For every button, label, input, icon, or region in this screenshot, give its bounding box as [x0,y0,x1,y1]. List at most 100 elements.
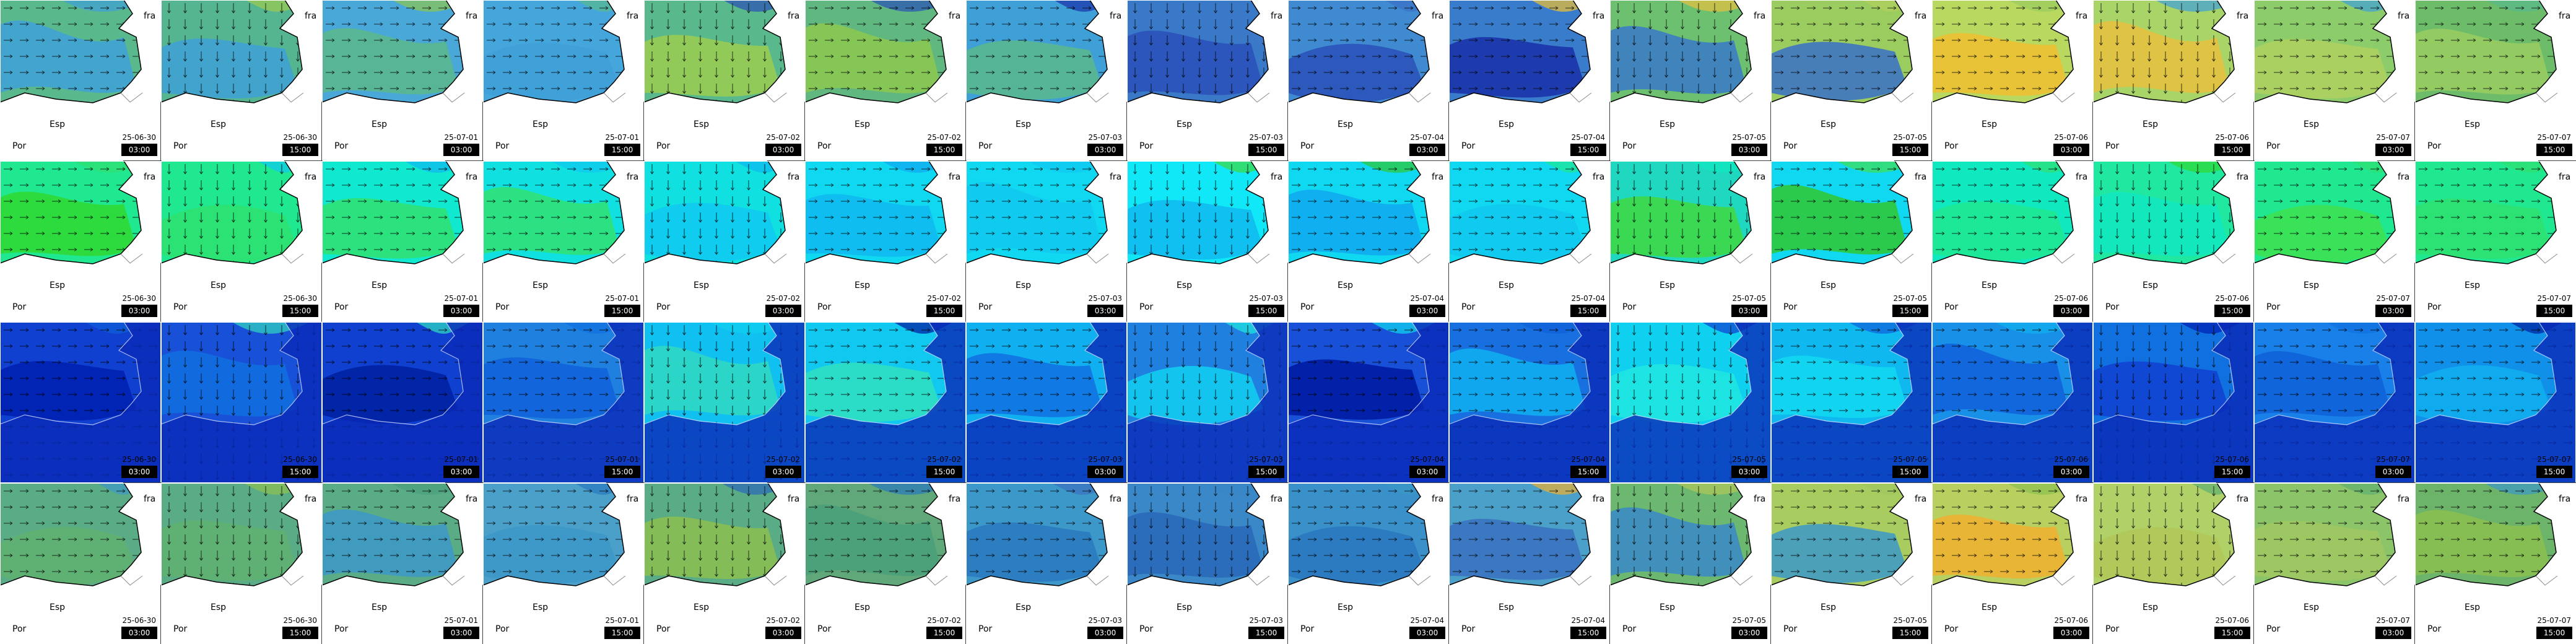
map-label: Esp [1660,281,1675,290]
map-tile: fra Esp Por 25-07-03 03:00 [965,160,1128,323]
border [1730,92,1753,103]
date-label: 25-07-02 [767,133,800,142]
map-tile: fra Esp Por 25-07-04 15:00 [1448,160,1611,323]
border [603,92,626,103]
map-label: Por [1783,624,1798,634]
date-label: 25-07-05 [1894,133,1927,142]
land [2414,0,2576,162]
map-label: Esp [1982,603,1997,612]
map-label: Por [1139,141,1154,151]
time-label: 03:00 [1095,629,1116,637]
map-tile: fra Esp Por 25-07-05 15:00 [1770,160,1933,323]
border [281,92,304,103]
map-tile: fra Esp Por 25-06-30 03:00 [0,0,162,162]
date-label: 25-07-01 [445,455,478,464]
map-label: Por [1622,624,1637,634]
map-label: fra [1432,172,1443,182]
date-label: 25-07-07 [2538,294,2571,303]
map-label: Por [1461,624,1476,634]
border [2213,92,2236,103]
map-label: Esp [2465,603,2480,612]
map-label: Esp [1177,120,1192,129]
map-label: fra [627,172,638,182]
map-label: fra [1593,11,1604,21]
time-label: 03:00 [1095,307,1116,315]
date-label: 25-07-06 [2216,455,2249,464]
map-label: Esp [2465,281,2480,290]
time-box [121,305,157,317]
map-label: fra [1754,172,1765,182]
time-label: 03:00 [2383,629,2404,637]
time-label: 15:00 [1256,468,1277,476]
map-label: Esp [855,281,870,290]
time-label: 15:00 [934,629,955,637]
date-label: 25-07-04 [1572,455,1605,464]
time-box [2053,144,2089,156]
map-label: fra [2076,172,2087,182]
tile-border [0,161,161,322]
date-label: 25-07-07 [2377,455,2410,464]
map-label: fra [627,11,638,21]
map-tile: 25-07-04 03:00 [1287,321,1450,484]
tile-border [2254,322,2415,483]
date-label: 25-06-30 [123,616,156,625]
time-box [282,466,318,478]
tile-border [805,322,966,483]
time-box [443,627,479,639]
date-label: 25-07-07 [2538,455,2571,464]
map-label: Por [334,141,349,151]
map-label: Por [656,302,671,312]
date-label: 25-07-03 [1089,455,1122,464]
date-label: 25-07-01 [606,455,639,464]
tile-border [483,161,644,322]
border [281,253,304,264]
time-box [1570,627,1606,639]
map-tile: fra Esp Por 25-07-01 03:00 [321,160,484,323]
map-label: Por [1139,624,1154,634]
time-box [1570,305,1606,317]
time-label: 15:00 [1256,146,1277,154]
time-label: 15:00 [1578,146,1599,154]
time-box [121,144,157,156]
date-label: 25-07-03 [1250,294,1283,303]
date-label: 25-07-03 [1250,616,1283,625]
time-box [604,627,640,639]
time-label: 03:00 [773,146,794,154]
map-tile: 25-07-06 15:00 [2092,321,2255,484]
time-box [1892,627,1928,639]
border [2535,575,2558,586]
map-tile: fra Esp Por 25-07-06 03:00 [1931,0,2094,162]
map-label: fra [2559,11,2570,21]
map-tile: fra Esp Por 25-07-07 15:00 [2414,160,2576,323]
tile-border [966,0,1127,161]
time-box [1248,305,1284,317]
border [1408,575,1431,586]
map-label: Esp [855,603,870,612]
map-label: Esp [2304,281,2319,290]
border [2374,253,2397,264]
border [1730,575,1753,586]
date-label: 25-07-06 [2216,133,2249,142]
time-label: 03:00 [2383,468,2404,476]
date-label: 25-07-03 [1250,455,1283,464]
map-label: Esp [2304,603,2319,612]
map-label: fra [2076,494,2087,504]
map-label: Por [817,141,832,151]
map-label: Esp [2304,120,2319,129]
date-label: 25-07-05 [1894,616,1927,625]
time-box [1087,305,1123,317]
map-tile: fra Esp Por 25-07-03 03:00 [965,482,1128,644]
map-tile: fra Esp Por 25-07-04 15:00 [1448,0,1611,162]
time-label: 15:00 [934,307,955,315]
map-tile: 25-07-07 03:00 [2253,321,2416,484]
map-label: Por [12,141,27,151]
map-tile: fra Esp Por 25-07-06 15:00 [2092,482,2255,644]
map-label: Esp [533,120,548,129]
border [442,575,465,586]
map-label: Por [2266,624,2281,634]
date-label: 25-07-03 [1089,294,1122,303]
map-label: fra [1432,11,1443,21]
date-label: 25-07-05 [1733,616,1766,625]
time-label: 15:00 [934,146,955,154]
